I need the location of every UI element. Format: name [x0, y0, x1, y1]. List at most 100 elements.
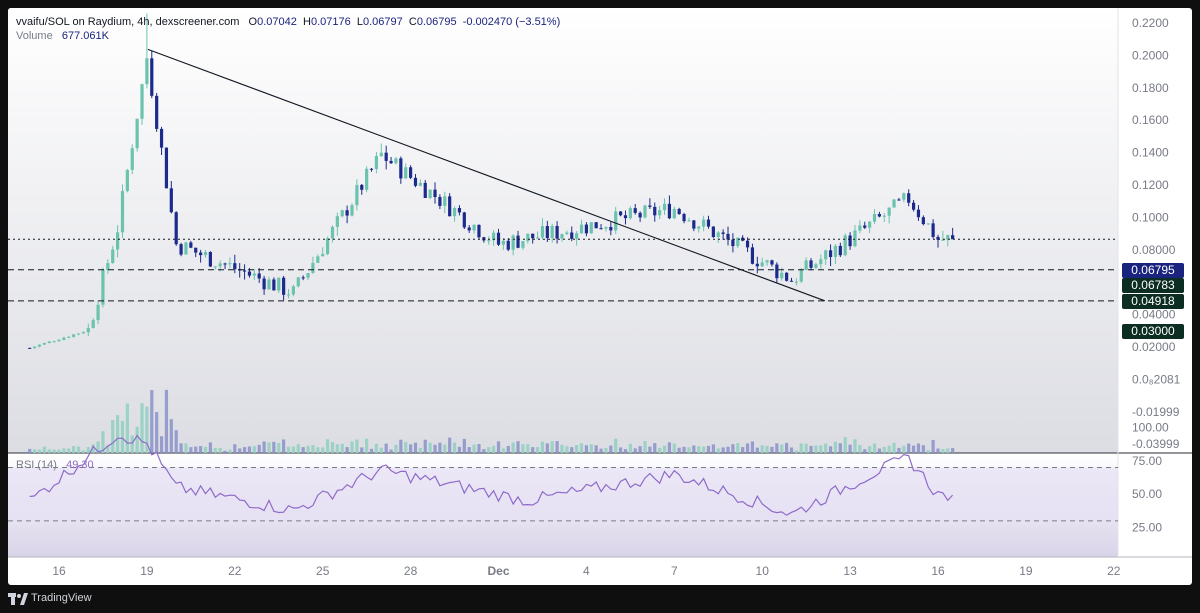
rsi-label[interactable]: RSI (14): [16, 459, 57, 471]
volume-label[interactable]: Volume: [16, 30, 53, 42]
candle-body: [360, 184, 364, 190]
volume-bar: [604, 447, 608, 453]
main-pane-background: [8, 8, 1118, 453]
candle-body: [838, 245, 842, 256]
volume-bar: [199, 446, 203, 453]
volume-bar: [252, 446, 256, 453]
candle-body: [150, 58, 154, 96]
volume-bar: [203, 446, 208, 453]
volume-bar: [208, 442, 212, 453]
candle-body: [369, 168, 374, 170]
volume-bar: [247, 446, 252, 453]
candle-body: [892, 199, 896, 208]
candle-body: [32, 346, 37, 348]
volume-bar: [350, 441, 354, 453]
volume-bar: [150, 390, 154, 453]
price-tick-label: 0.1600: [1132, 113, 1169, 127]
candle-body: [736, 237, 740, 247]
volume-bar: [311, 445, 315, 453]
candle-body: [794, 281, 798, 283]
volume-bar: [213, 447, 217, 453]
candle-body: [648, 205, 652, 207]
price-tick-label: -0.01999: [1132, 405, 1180, 419]
volume-bar: [936, 448, 940, 453]
volume-bar: [282, 439, 286, 453]
volume-bar: [86, 447, 90, 453]
candle-body: [506, 240, 510, 250]
volume-bar: [238, 448, 242, 453]
candle-body: [618, 211, 623, 216]
candle-body: [941, 239, 945, 241]
price-tick-label: 0.2000: [1132, 48, 1169, 62]
candle-body: [623, 215, 628, 219]
close-label: C: [408, 16, 417, 28]
volume-bar: [321, 447, 325, 453]
volume-bar: [614, 438, 618, 453]
candle-body: [555, 225, 559, 239]
volume-bar: [741, 447, 745, 453]
volume-bar: [428, 442, 432, 453]
volume-bar: [413, 442, 418, 453]
volume-bar: [355, 439, 359, 453]
volume-bar: [286, 446, 291, 453]
symbol-label[interactable]: vvaifu/SOL on Raydium, 4h, dexscreener.c…: [16, 16, 240, 28]
candle-body: [252, 273, 256, 276]
change-value: -0.002470 (−3.51%): [462, 16, 561, 28]
candle-body: [853, 230, 857, 247]
candle-body: [389, 160, 393, 164]
volume-bar: [570, 447, 574, 453]
candle-body: [897, 199, 901, 201]
volume-bar: [296, 444, 300, 453]
volume-bar: [423, 439, 427, 453]
candle-body: [643, 205, 647, 218]
volume-bar: [555, 441, 559, 453]
volume-bar: [521, 444, 525, 453]
volume-bar: [179, 443, 183, 453]
volume-bar: [687, 447, 691, 453]
rsi-value: 49.30: [66, 459, 94, 471]
rsi-legend: RSI (14) 49.30: [16, 459, 94, 471]
candle-body: [594, 222, 598, 229]
volume-bar: [516, 441, 520, 453]
candle-body: [540, 226, 545, 238]
candle-body: [404, 167, 408, 179]
volume-bar: [872, 443, 877, 453]
tradingview-brand[interactable]: TradingView: [31, 592, 92, 604]
volume-bar: [345, 447, 349, 453]
candle-body: [570, 232, 574, 239]
volume-bar: [848, 444, 852, 453]
chart-panel[interactable]: 0.2200 0.2000 0.1800 0.1600 0.1400 0.1200 0.10…: [8, 8, 1192, 585]
candle-body: [140, 84, 144, 119]
tradingview-logo-icon[interactable]: [8, 592, 28, 606]
volume-bar: [394, 444, 398, 453]
candle-body: [770, 260, 774, 265]
volume-bar: [697, 446, 701, 453]
volume-bar: [506, 445, 510, 453]
candle-body: [316, 256, 320, 263]
volume-bar: [228, 449, 232, 453]
volume-bar: [638, 446, 642, 453]
candle-body: [42, 343, 46, 345]
candle-body: [755, 263, 759, 267]
volume-bar: [819, 445, 823, 453]
candle-body: [741, 237, 745, 241]
time-tick-label: 22: [228, 564, 242, 578]
volume-bar: [452, 442, 457, 453]
volume-bar: [42, 446, 46, 453]
price-tick-label: 0.04000: [1132, 308, 1176, 322]
volume-bar: [809, 445, 813, 453]
volume-bar: [96, 441, 100, 453]
volume-bar: [609, 445, 613, 453]
time-tick-label: 19: [1019, 564, 1033, 578]
candle-body: [560, 234, 564, 239]
chart-canvas[interactable]: 0.2200 0.2000 0.1800 0.1600 0.1400 0.1200 0.10…: [8, 8, 1192, 585]
candle-body: [306, 273, 310, 278]
candle-body: [858, 225, 862, 231]
time-tick-label: Dec: [487, 564, 509, 578]
volume-bar: [902, 445, 906, 453]
candle-body: [208, 251, 212, 267]
candle-body: [951, 235, 955, 240]
volume-bar: [941, 449, 945, 453]
volume-bar: [907, 443, 911, 453]
volume-bar: [155, 411, 159, 453]
